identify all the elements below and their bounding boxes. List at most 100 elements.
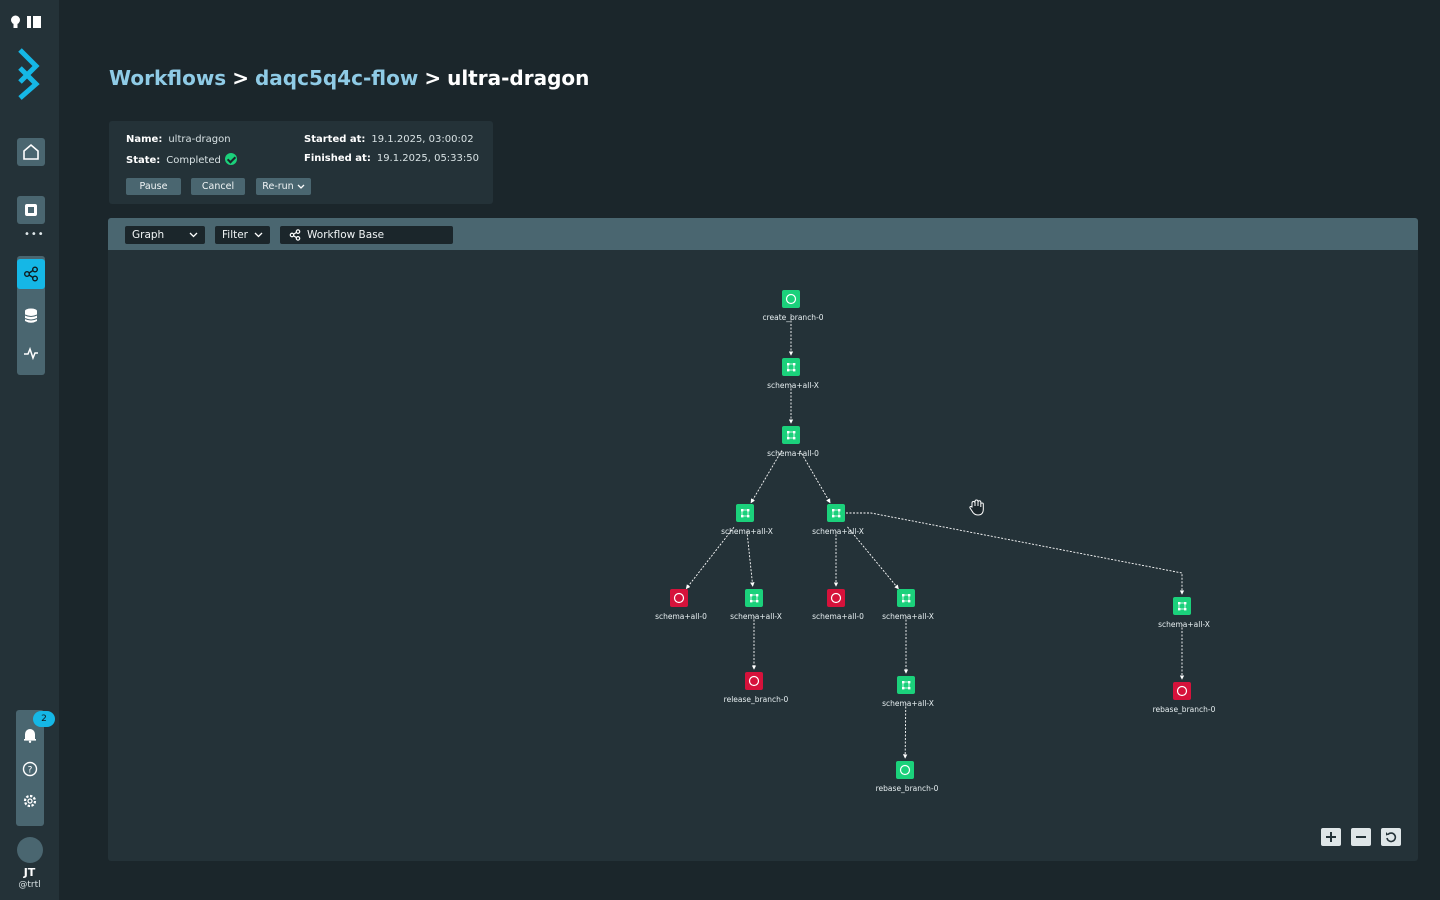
state-label: State: bbox=[126, 155, 161, 166]
rerun-button[interactable]: Re-run bbox=[256, 178, 311, 195]
state-row: State: Completed bbox=[126, 153, 237, 166]
activity-icon bbox=[24, 346, 38, 360]
graph-edges bbox=[685, 317, 1185, 759]
graph-panel[interactable]: Graph Filter Workflow Base create_branch… bbox=[108, 218, 1418, 861]
breadcrumb-current: ultra-dragon bbox=[447, 66, 590, 90]
plus-icon bbox=[1326, 832, 1336, 842]
breadcrumb-flow[interactable]: daqc5q4c-flow bbox=[254, 66, 419, 90]
workflow-icon bbox=[741, 509, 750, 518]
node-box[interactable] bbox=[897, 589, 915, 607]
node-label: rebase_branch-0 bbox=[1153, 705, 1216, 714]
circle-icon bbox=[1176, 685, 1188, 697]
graph-node[interactable]: schema+all-X bbox=[882, 589, 934, 621]
node-box[interactable] bbox=[782, 290, 800, 308]
graph-node[interactable]: schema+all-X bbox=[730, 589, 782, 621]
graph-node[interactable]: schema+all-0 bbox=[655, 589, 707, 621]
workflow-graph[interactable]: create_branch-0 schema+all-X schema+all-0 s… bbox=[108, 218, 1418, 861]
node-label: schema+all-X bbox=[882, 699, 934, 708]
workflow-base-select[interactable]: Workflow Base bbox=[280, 226, 453, 244]
settings-button[interactable] bbox=[16, 786, 44, 816]
node-box[interactable] bbox=[736, 504, 754, 522]
started-label: Started at: bbox=[304, 134, 366, 145]
panel-toggle-icon[interactable] bbox=[27, 14, 41, 28]
svg-text:?: ? bbox=[28, 766, 33, 776]
graph-node[interactable]: schema+all-X bbox=[812, 504, 864, 536]
share-graph-icon bbox=[289, 229, 301, 241]
breadcrumb-workflows[interactable]: Workflows bbox=[109, 66, 227, 90]
view-select[interactable]: Graph bbox=[125, 226, 205, 244]
workflow-icon bbox=[902, 681, 911, 690]
node-box[interactable] bbox=[670, 589, 688, 607]
graph-node[interactable]: schema+all-X bbox=[1158, 597, 1210, 629]
node-box[interactable] bbox=[1173, 682, 1191, 700]
node-box[interactable] bbox=[782, 358, 800, 376]
nav-database[interactable] bbox=[17, 301, 45, 331]
app-logo-icon[interactable] bbox=[16, 48, 44, 100]
finished-row: Finished at: 19.1.2025, 05:33:50 bbox=[304, 153, 479, 164]
plugin-button[interactable] bbox=[17, 196, 45, 224]
chevron-down-icon bbox=[189, 232, 198, 238]
lightbulb-icon[interactable] bbox=[10, 14, 21, 28]
node-box[interactable] bbox=[1173, 597, 1191, 615]
node-label: schema+all-X bbox=[721, 527, 773, 536]
graph-node[interactable]: schema+all-0 bbox=[812, 589, 864, 621]
graph-node[interactable]: schema+all-0 bbox=[767, 426, 819, 458]
finished-value: 19.1.2025, 05:33:50 bbox=[376, 153, 479, 164]
reset-icon bbox=[1386, 832, 1397, 843]
nav-activity[interactable] bbox=[17, 338, 45, 368]
help-button[interactable]: ? bbox=[16, 754, 44, 784]
share-graph-icon bbox=[24, 266, 38, 282]
node-box[interactable] bbox=[745, 589, 763, 607]
node-box[interactable] bbox=[827, 504, 845, 522]
graph-node[interactable]: create_branch-0 bbox=[762, 290, 824, 322]
notifications-button[interactable] bbox=[16, 720, 44, 750]
zoom-in-button[interactable] bbox=[1321, 828, 1341, 846]
view-select-value: Graph bbox=[132, 229, 165, 241]
node-box[interactable] bbox=[745, 672, 763, 690]
node-label: schema+all-X bbox=[767, 381, 819, 390]
graph-node[interactable]: schema+all-X bbox=[882, 676, 934, 708]
graph-node[interactable]: rebase_branch-0 bbox=[1153, 682, 1216, 714]
cancel-button[interactable]: Cancel bbox=[191, 178, 245, 195]
started-value: 19.1.2025, 03:00:02 bbox=[371, 134, 474, 145]
rerun-label: Re-run bbox=[262, 181, 294, 192]
reset-view-button[interactable] bbox=[1381, 828, 1401, 846]
graph-edge bbox=[750, 450, 783, 504]
user-initials: JT bbox=[23, 866, 36, 879]
name-label: Name: bbox=[126, 134, 163, 145]
workflow-icon bbox=[832, 509, 841, 518]
workflow-base-value: Workflow Base bbox=[307, 229, 385, 241]
database-icon bbox=[24, 308, 38, 323]
workflow-icon bbox=[902, 594, 911, 603]
node-box[interactable] bbox=[782, 426, 800, 444]
node-box[interactable] bbox=[896, 761, 914, 779]
node-box[interactable] bbox=[827, 589, 845, 607]
node-label: schema+all-0 bbox=[655, 612, 707, 621]
filter-select[interactable]: Filter bbox=[215, 226, 270, 244]
graph-node[interactable]: release_branch-0 bbox=[724, 672, 789, 704]
node-box[interactable] bbox=[897, 676, 915, 694]
graph-node[interactable]: schema+all-X bbox=[767, 358, 819, 390]
more-icon[interactable]: ••• bbox=[24, 229, 45, 240]
node-label: schema+all-X bbox=[730, 612, 782, 621]
node-label: release_branch-0 bbox=[724, 695, 789, 704]
chip-icon bbox=[25, 204, 37, 216]
graph-edge bbox=[847, 526, 899, 590]
help-icon: ? bbox=[22, 761, 38, 777]
circle-icon bbox=[673, 592, 685, 604]
node-label: create_branch-0 bbox=[762, 313, 823, 322]
pause-button[interactable]: Pause bbox=[126, 178, 181, 195]
zoom-out-button[interactable] bbox=[1351, 828, 1371, 846]
breadcrumb-separator: > bbox=[232, 66, 249, 90]
graph-node[interactable]: schema+all-X bbox=[721, 504, 773, 536]
graph-edge bbox=[746, 530, 755, 587]
chevron-down-icon bbox=[254, 232, 263, 238]
breadcrumb-separator: > bbox=[424, 66, 442, 90]
sidebar: ••• ? 2 JT @trtl bbox=[0, 0, 59, 900]
avatar[interactable] bbox=[17, 837, 43, 863]
graph-node[interactable]: rebase_branch-0 bbox=[876, 761, 939, 793]
home-button[interactable] bbox=[17, 138, 45, 166]
bell-icon bbox=[24, 729, 36, 743]
workflow-icon bbox=[750, 594, 759, 603]
nav-workflows[interactable] bbox=[17, 259, 45, 289]
